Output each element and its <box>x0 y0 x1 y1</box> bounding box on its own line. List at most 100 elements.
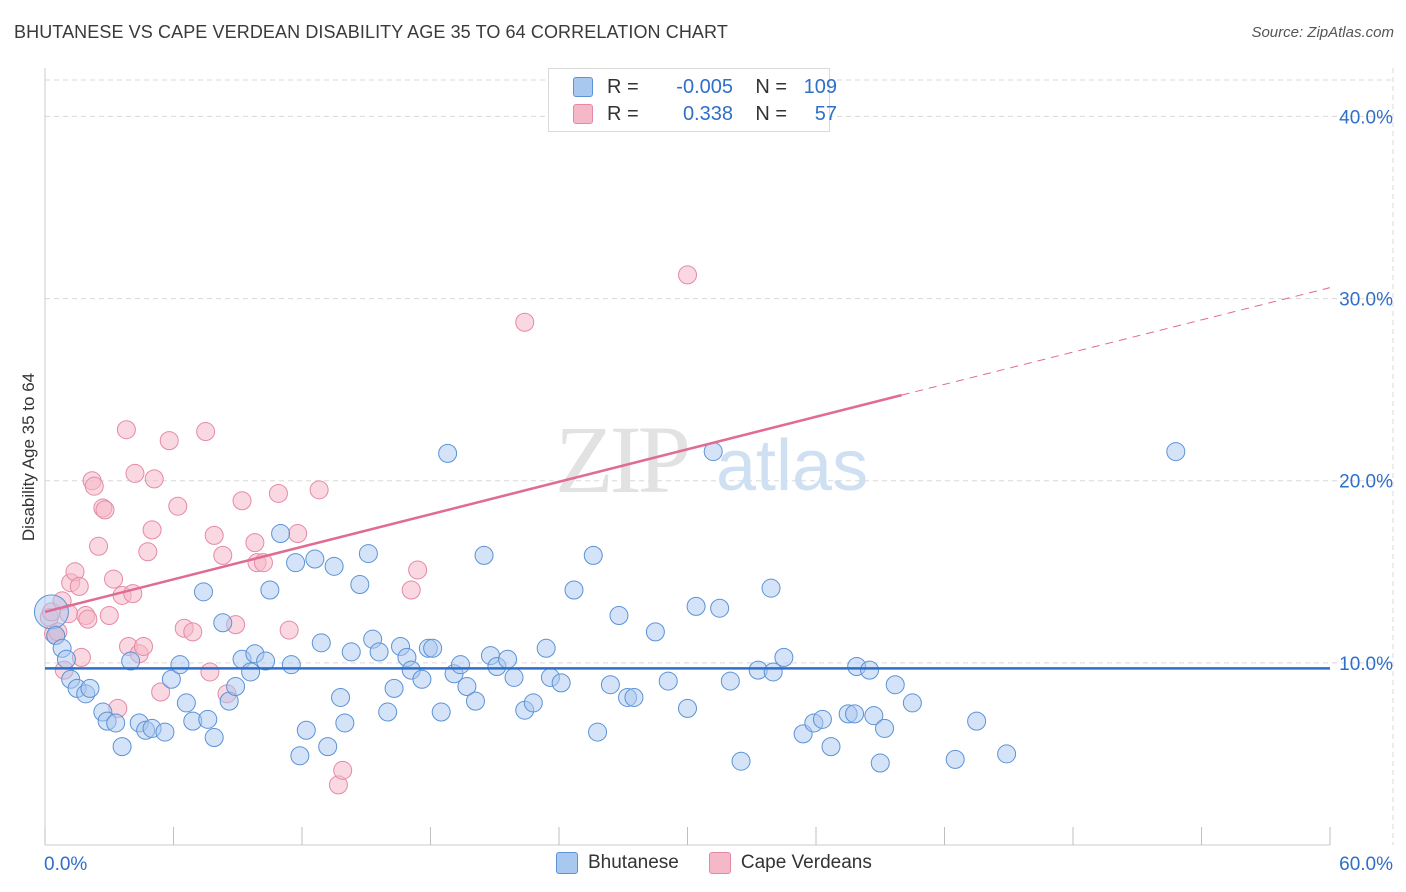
x-tick-label: 0.0% <box>44 854 87 875</box>
bhutanese-point <box>564 580 584 600</box>
bhutanese-point <box>457 677 477 697</box>
legend-swatch-blue <box>573 77 593 97</box>
legend-swatch-bhutanese <box>556 852 578 874</box>
y-axis-label: Disability Age 35 to 64 <box>19 373 38 541</box>
bhutanese-point <box>845 704 865 724</box>
cape-verdeans-trendline <box>44 393 902 614</box>
bhutanese-point <box>967 711 987 731</box>
cape-verdeans-point <box>125 463 145 483</box>
cape-verdeans-trendline-extension <box>901 287 1331 396</box>
bhutanese-point <box>318 737 338 757</box>
bhutanese-point <box>864 706 884 726</box>
legend-swatch-pink <box>573 104 593 124</box>
trendlines <box>44 287 1331 670</box>
bhutanese-point <box>945 749 965 769</box>
legend-r-value: 0.338 <box>682 102 733 125</box>
bhutanese-point <box>226 677 246 697</box>
bhutanese-point <box>812 709 832 729</box>
x-tick-label: 60.0% <box>1339 854 1393 875</box>
bhutanese-point <box>731 751 751 771</box>
bhutanese-point <box>686 596 706 616</box>
bhutanese-point <box>498 649 518 669</box>
watermark-zip: ZIP <box>555 406 688 513</box>
cape-verdeans-point <box>204 525 224 545</box>
cape-verdeans-point <box>232 491 252 511</box>
cape-verdeans-point <box>78 609 98 629</box>
cape-verdeans-point <box>134 636 154 656</box>
grid-lines <box>45 68 1395 845</box>
bhutanese-point <box>860 660 880 680</box>
bhutanese-point <box>213 613 233 633</box>
tick-labels: 10.0% 20.0% 30.0% 40.0% 0.0% 60.0% <box>44 107 1393 875</box>
bhutanese-point <box>523 693 543 713</box>
bhutanese-point <box>431 702 451 722</box>
cape-verdeans-point <box>196 422 216 442</box>
bhutanese-point <box>645 622 665 642</box>
cape-verdeans-point <box>116 420 136 440</box>
bhutanese-point <box>256 651 276 671</box>
source-label: Source: ZipAtlas.com <box>1251 24 1394 41</box>
cape-verdeans-point <box>279 620 299 640</box>
y-tick-label: 10.0% <box>1339 654 1393 675</box>
cape-verdeans-point <box>245 533 265 553</box>
bhutanese-point <box>271 524 291 544</box>
bhutanese-point <box>624 687 644 707</box>
bhutanese-point <box>438 443 458 463</box>
bhutanese-point <box>161 669 181 689</box>
bhutanese-point <box>1166 442 1186 462</box>
bhutanese-point <box>536 638 556 658</box>
bhutanese-point <box>204 728 224 748</box>
bhutanese-point <box>588 722 608 742</box>
bhutanese-point <box>331 687 351 707</box>
cape-verdeans-point <box>138 542 158 562</box>
bhutanese-point <box>821 737 841 757</box>
watermark: ZIP atlas <box>555 406 868 513</box>
series-legend: Bhutanese Cape Verdeans <box>556 852 902 874</box>
cape-verdeans-point <box>268 483 288 503</box>
cape-verdeans-points <box>39 265 697 795</box>
bhutanese-point <box>56 649 76 669</box>
bhutanese-point <box>350 575 370 595</box>
cape-verdeans-point <box>168 496 188 516</box>
legend-item-cape-verdeans: Cape Verdeans <box>708 852 872 874</box>
cape-verdeans-point <box>95 500 115 520</box>
bhutanese-point <box>474 545 494 565</box>
bhutanese-point <box>112 737 132 757</box>
cape-verdeans-point <box>408 560 428 580</box>
bhutanese-point <box>658 671 678 691</box>
bhutanese-point <box>193 582 213 602</box>
legend-item-bhutanese: Bhutanese <box>556 852 679 874</box>
bhutanese-point <box>465 691 485 711</box>
legend-n-label: N = <box>755 75 787 98</box>
bhutanese-point <box>423 638 443 658</box>
bhutanese-point <box>710 598 730 618</box>
bhutanese-point <box>286 553 306 573</box>
cape-verdeans-point <box>515 312 535 332</box>
legend-n-value: 57 <box>814 102 837 125</box>
cape-verdeans-point <box>89 536 109 556</box>
bhutanese-point <box>198 709 218 729</box>
legend-n-value: 109 <box>803 75 837 98</box>
cape-verdeans-point <box>144 469 164 489</box>
legend-label-bhutanese: Bhutanese <box>588 852 679 873</box>
legend-r-label: R = <box>607 102 639 125</box>
cape-verdeans-point <box>142 520 162 540</box>
chart-title: BHUTANESE VS CAPE VERDEAN DISABILITY AGE… <box>14 22 728 42</box>
cape-verdeans-point <box>401 580 421 600</box>
bhutanese-point <box>870 753 890 773</box>
bhutanese-point <box>290 746 310 766</box>
bhutanese-point <box>155 722 175 742</box>
bhutanese-point <box>311 633 331 653</box>
cape-verdeans-point <box>678 265 697 285</box>
bhutanese-point <box>450 655 470 675</box>
cape-verdeans-point <box>288 524 308 544</box>
y-tick-label: 20.0% <box>1339 472 1393 493</box>
bhutanese-point <box>369 642 389 662</box>
cape-verdeans-point <box>200 662 220 682</box>
cape-verdeans-point <box>183 622 203 642</box>
legend-row-cape-verdeans: R = 0.338 N = 57 <box>573 102 837 126</box>
bhutanese-point <box>761 578 781 598</box>
cape-verdeans-point <box>159 431 179 451</box>
bhutanese-point <box>241 662 261 682</box>
bhutanese-point <box>720 671 740 691</box>
